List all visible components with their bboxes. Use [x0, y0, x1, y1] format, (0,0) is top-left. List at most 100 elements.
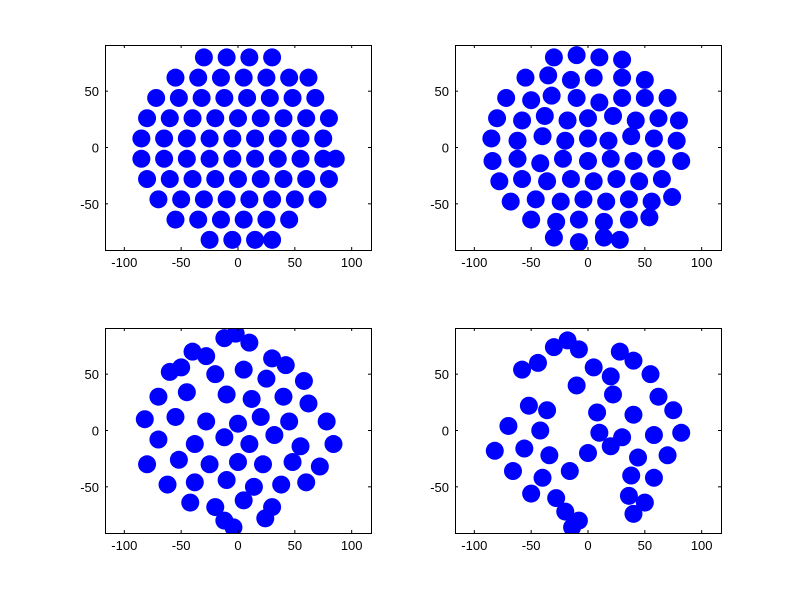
data-point	[563, 518, 582, 533]
data-point	[215, 88, 234, 107]
data-point	[132, 149, 151, 168]
data-point	[667, 131, 686, 150]
data-point	[522, 91, 541, 110]
data-point	[240, 48, 259, 67]
data-point	[516, 68, 535, 87]
data-point	[551, 192, 570, 211]
data-point	[317, 412, 336, 431]
data-point	[280, 412, 299, 431]
data-point	[158, 475, 177, 494]
data-point	[206, 365, 225, 384]
x-tick-label: 100	[691, 538, 713, 553]
data-point	[263, 190, 282, 209]
data-point	[242, 389, 261, 408]
data-point	[544, 228, 563, 247]
data-point	[256, 509, 275, 528]
subplot-3: -100 -50 0 50 100 -50 0 50	[80, 328, 372, 553]
data-point	[240, 435, 259, 454]
data-point	[619, 190, 638, 209]
data-point	[138, 109, 157, 128]
data-point	[658, 446, 677, 465]
data-point	[217, 471, 236, 490]
data-point	[629, 448, 648, 467]
data-point	[579, 152, 597, 171]
data-point	[644, 468, 663, 487]
data-point	[610, 342, 629, 361]
data-point	[251, 109, 270, 128]
data-point	[169, 450, 188, 469]
data-point	[299, 68, 318, 87]
data-point	[200, 455, 219, 474]
data-point	[166, 407, 185, 426]
x-tick-label: -50	[172, 538, 191, 553]
data-point	[567, 88, 586, 107]
data-point	[200, 129, 219, 148]
data-point	[155, 129, 174, 148]
y-tick-label: -50	[430, 197, 449, 212]
data-point	[194, 190, 213, 209]
data-point	[257, 369, 276, 388]
x-tick-label: -100	[461, 538, 487, 553]
data-point	[601, 367, 620, 386]
data-point	[508, 149, 527, 168]
data-point	[515, 439, 534, 458]
y-tick-label: -50	[80, 197, 99, 212]
x-tick-label: 50	[288, 538, 302, 553]
x-tick-label: 50	[288, 255, 302, 270]
data-point	[663, 188, 682, 207]
data-point	[558, 111, 577, 130]
data-point	[613, 50, 632, 69]
data-point	[240, 190, 259, 209]
data-point	[234, 68, 253, 87]
data-point	[669, 111, 688, 130]
data-point	[291, 437, 310, 456]
data-point	[280, 68, 299, 87]
data-point	[192, 88, 211, 107]
data-point	[635, 70, 654, 89]
data-point	[257, 210, 276, 229]
data-point	[526, 190, 545, 209]
x-tick-label: -50	[522, 255, 541, 270]
data-point	[135, 410, 154, 429]
data-point	[211, 68, 230, 87]
data-point	[584, 358, 603, 377]
data-point	[531, 154, 550, 173]
x-tick-label: 0	[584, 255, 591, 270]
data-point	[594, 228, 613, 247]
data-point	[149, 190, 168, 209]
data-point	[604, 106, 623, 125]
data-point	[172, 358, 191, 377]
data-point	[160, 109, 179, 128]
data-point	[240, 333, 259, 352]
data-point	[547, 212, 566, 231]
data-point	[326, 149, 345, 168]
x-tick-label: 0	[234, 255, 241, 270]
data-point	[274, 109, 293, 128]
data-point	[172, 190, 191, 209]
data-point	[538, 401, 557, 420]
data-point	[285, 190, 304, 209]
data-point	[183, 170, 202, 189]
data-point	[169, 88, 188, 107]
x-tick-label: 50	[638, 538, 652, 553]
data-point	[607, 170, 626, 189]
data-point	[574, 190, 593, 209]
data-point	[224, 518, 243, 533]
data-point	[294, 371, 313, 390]
data-point	[194, 48, 213, 67]
data-point	[547, 489, 566, 508]
data-point	[283, 453, 302, 472]
y-tick-label: -50	[80, 480, 99, 495]
data-point	[664, 401, 683, 420]
data-point	[540, 446, 559, 465]
data-point	[531, 421, 550, 440]
data-point	[624, 405, 643, 424]
data-point	[206, 109, 225, 128]
data-point	[644, 426, 663, 445]
data-point	[522, 484, 541, 503]
data-point	[584, 68, 603, 87]
data-point	[535, 106, 554, 125]
y-tick-label: 0	[92, 424, 99, 439]
